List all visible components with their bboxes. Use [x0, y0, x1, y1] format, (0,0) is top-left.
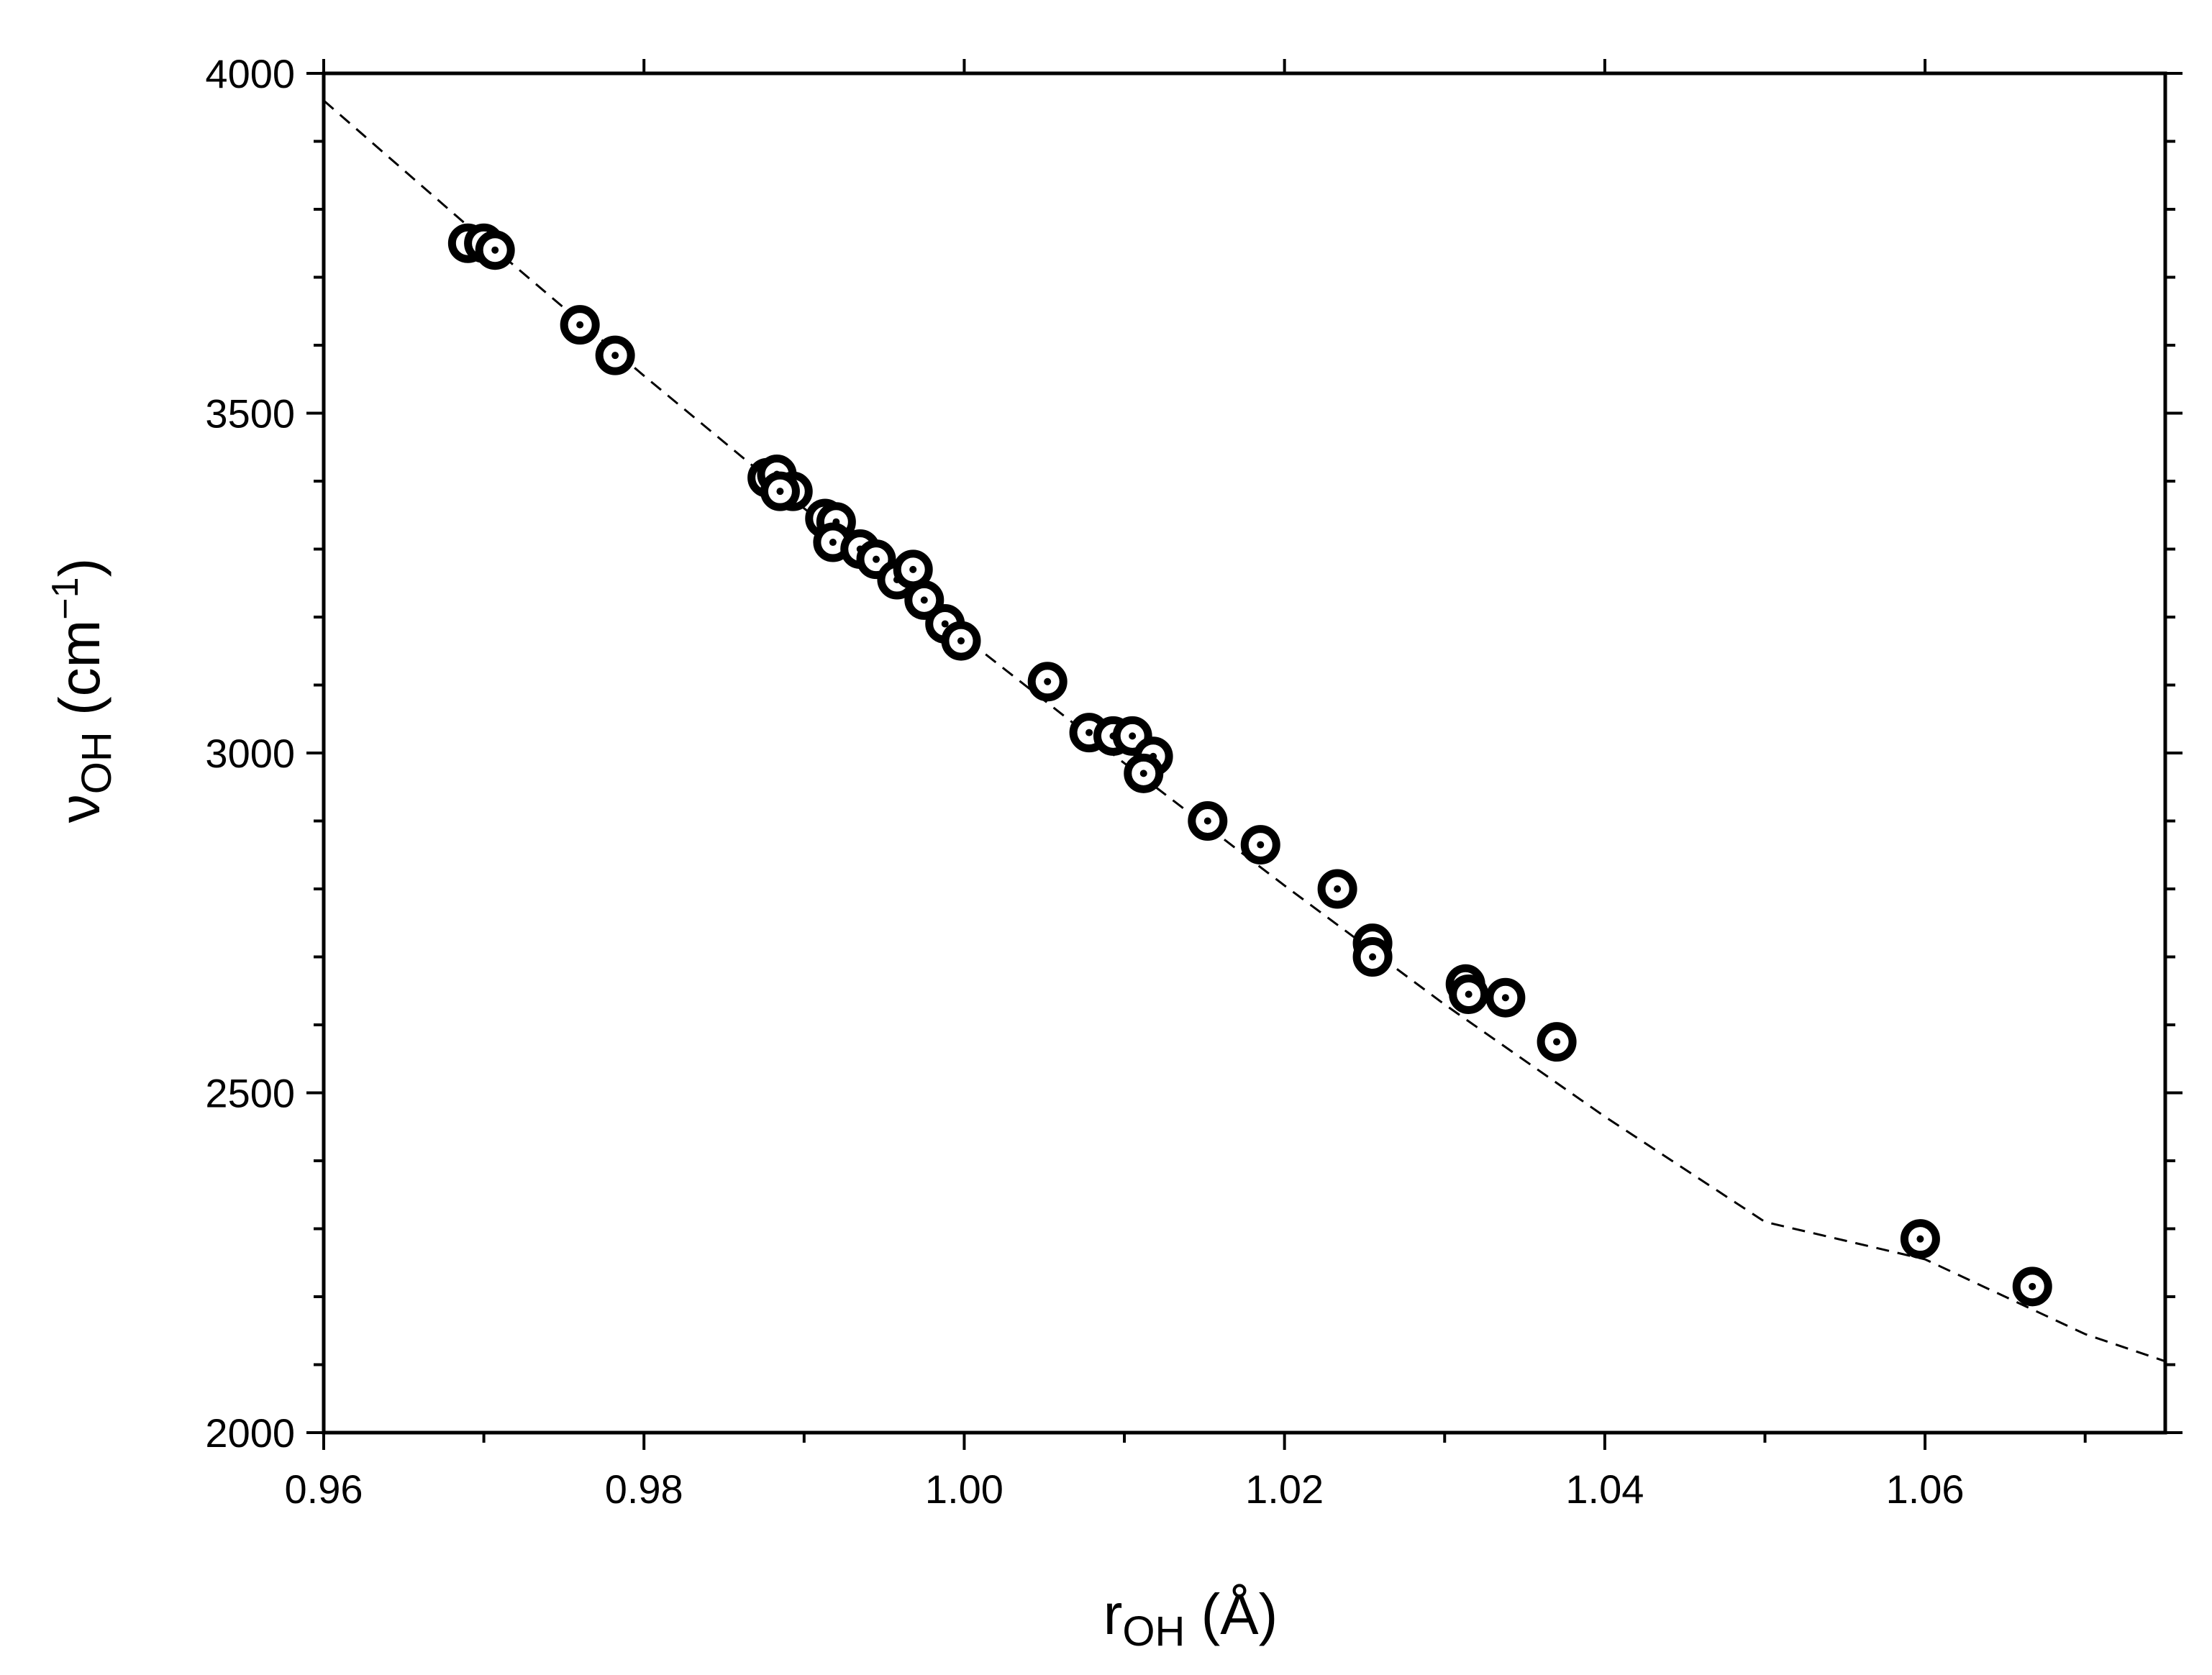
data-point: [1900, 1219, 1940, 1259]
data-points-group: [447, 223, 2052, 1307]
data-point: [1352, 937, 1393, 977]
y-tick-label: 2500: [205, 1071, 295, 1116]
x-tick-label: 1.04: [1565, 1466, 1644, 1512]
data-point-dot: [941, 620, 949, 628]
data-point: [1485, 977, 1526, 1018]
data-point-dot: [1369, 953, 1377, 961]
data-point: [1317, 869, 1357, 909]
data-point-dot: [491, 246, 499, 254]
y-axis-label-sup: −1: [45, 577, 86, 619]
x-axis-label-unit: (Å): [1185, 1582, 1278, 1646]
data-point-dot: [1139, 770, 1147, 777]
data-point-dot: [1085, 729, 1093, 736]
fit-curve-line: [323, 99, 2166, 1363]
y-axis-label-unit-close: ): [47, 558, 111, 578]
x-tick-label: 0.98: [605, 1466, 683, 1512]
data-point-dot: [873, 555, 880, 563]
x-tick-label: 0.96: [285, 1466, 363, 1512]
data-point-dot: [1044, 677, 1052, 685]
data-point: [1449, 974, 1489, 1014]
data-point: [1240, 825, 1280, 865]
y-tick-label: 3000: [205, 731, 295, 776]
data-point: [1537, 1022, 1577, 1062]
data-point-dot: [1257, 841, 1265, 849]
y-axis-label-unit-open: (cm: [47, 620, 111, 732]
y-tick-label: 4000: [205, 51, 295, 96]
data-point-dot: [611, 352, 619, 360]
data-point: [941, 621, 981, 661]
x-axis-label-sub: OH: [1122, 1608, 1185, 1655]
x-axis-label-main: r: [1103, 1582, 1123, 1646]
data-point: [1124, 753, 1164, 793]
data-point: [2012, 1266, 2052, 1307]
y-tick-label: 3500: [205, 391, 295, 437]
x-axis-ticks: 0.96 0.98 1.00 1.02 1.04 1.06: [285, 59, 2087, 1512]
y-tick-label: 2000: [205, 1410, 295, 1456]
x-tick-label: 1.02: [1245, 1466, 1324, 1512]
data-point-dot: [1501, 994, 1509, 1002]
data-point-dot: [776, 488, 784, 496]
data-point: [904, 580, 945, 620]
fit-curve-group: [323, 99, 2166, 1363]
data-point-dot: [909, 565, 917, 573]
x-axis-title: rOH (Å): [1103, 1582, 1278, 1655]
data-point-dot: [1465, 990, 1473, 998]
y-axis-label-main: ν: [47, 794, 111, 823]
data-point-dot: [2029, 1282, 2036, 1290]
data-point-dot: [1203, 817, 1211, 825]
data-point: [595, 335, 635, 375]
x-tick-label: 1.00: [925, 1466, 1003, 1512]
y-axis-title: νOH (cm−1): [45, 558, 120, 823]
data-point: [760, 471, 800, 511]
data-point: [475, 230, 515, 270]
data-point-dot: [829, 539, 837, 547]
x-tick-label: 1.06: [1886, 1466, 1965, 1512]
data-point-dot: [957, 637, 965, 645]
data-point: [560, 305, 600, 345]
data-point-dot: [1553, 1038, 1561, 1046]
data-point: [1027, 662, 1068, 702]
y-axis-label-sub: OH: [73, 731, 120, 794]
data-point-dot: [1916, 1235, 1924, 1243]
data-point: [1188, 801, 1228, 841]
data-point-dot: [1334, 885, 1342, 893]
y-axis-ticks: 2000 2500 3000 3500 4000: [205, 51, 2183, 1456]
data-point-dot: [1129, 732, 1137, 740]
data-point-dot: [576, 321, 584, 329]
data-point-dot: [920, 596, 928, 604]
